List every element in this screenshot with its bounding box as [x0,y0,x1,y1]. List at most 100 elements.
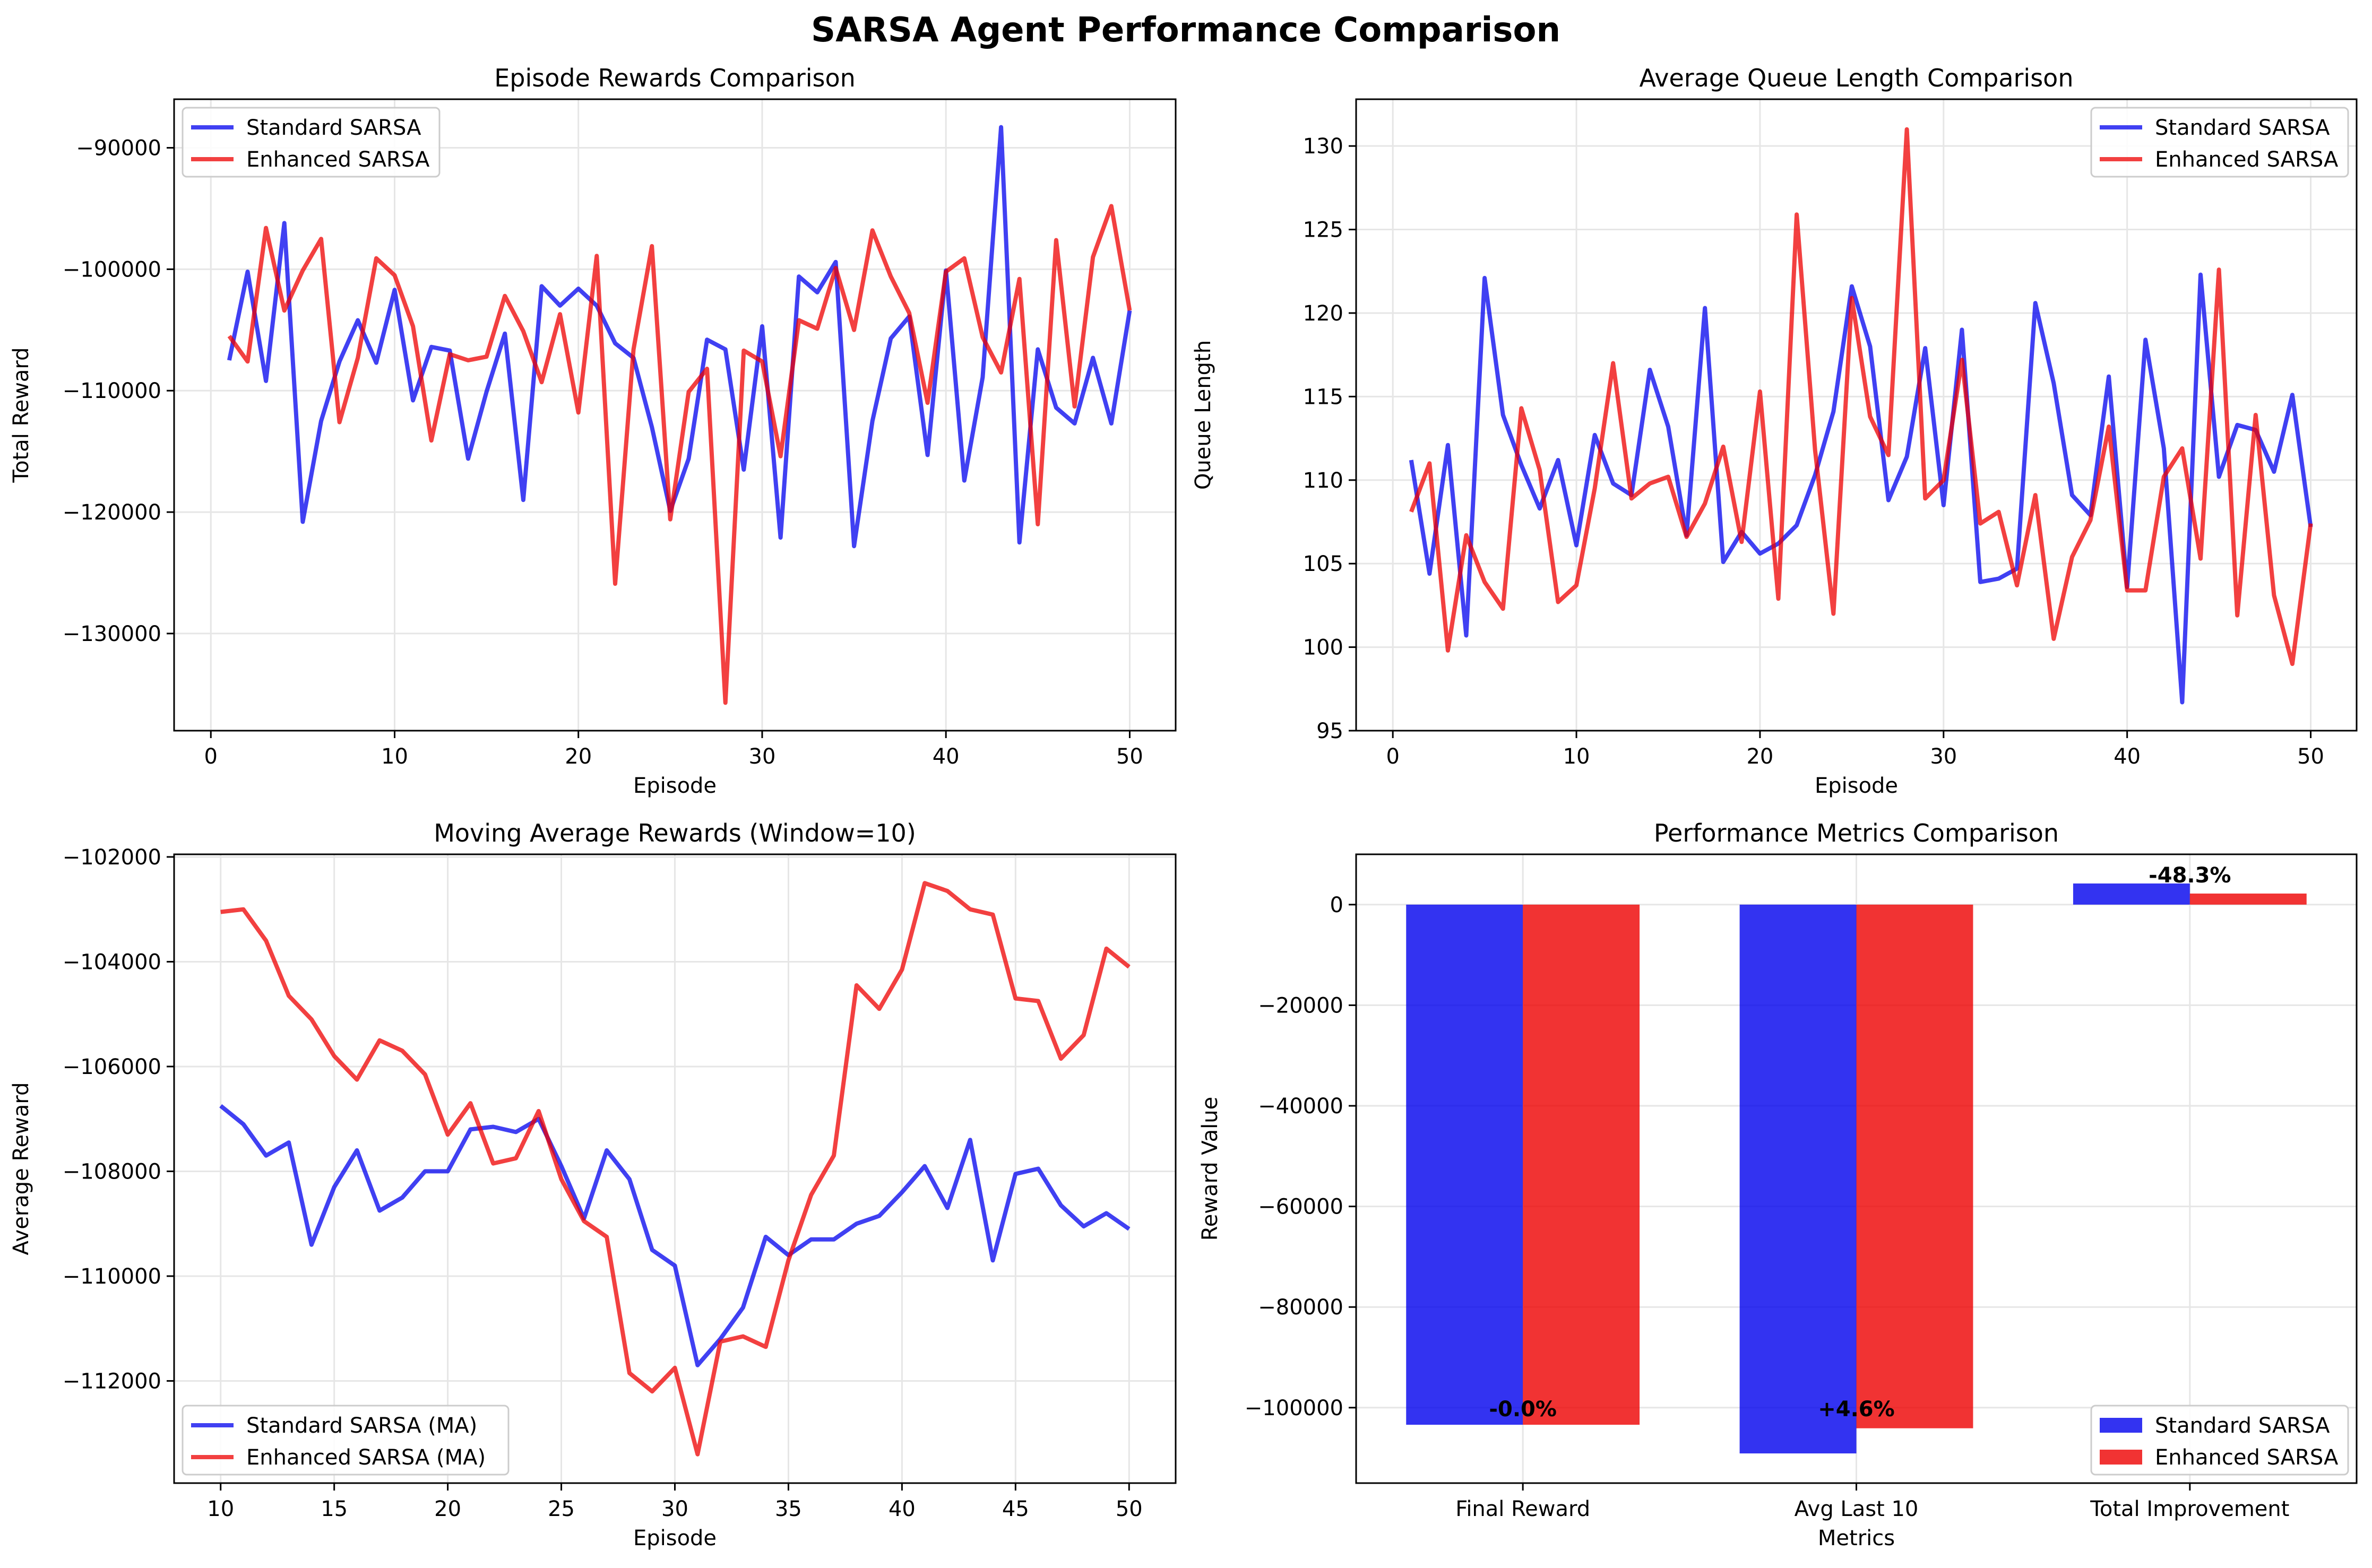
plot-frame [1355,98,2358,732]
y-tick-label: 110 [1303,469,1343,493]
x-tick-label: 40 [889,1497,916,1521]
legend-swatch-enhanced [2100,1450,2142,1465]
legend-box [182,107,441,178]
y-tick-label: −106000 [63,1055,161,1079]
x-tick-label: 25 [548,1497,575,1521]
y-tick-label: −60000 [1258,1195,1343,1219]
series-line-enhanced [1409,127,2313,666]
plot-frame [1355,853,2358,1484]
legend-box [2090,107,2349,178]
moving-average-panel: 10 15 20 25 30 35 40 45 50 −112000 −110000 −108000 −… [9,819,1177,1550]
y-tick-label: −130000 [63,622,161,646]
bar-annotation: -0.0% [1489,1397,1557,1422]
x-tick-label: 30 [1930,744,1957,769]
y-tick-label: 125 [1303,218,1343,242]
y-axis-label: Total Reward [9,347,33,483]
legend-label: Standard SARSA [2155,1414,2330,1438]
x-tick-label: 15 [321,1497,348,1521]
series-line-enhanced [227,204,1132,705]
episode-rewards-panel: 0 10 20 30 40 50 −130000 −120000 −110000 −100000 −… [9,64,1177,798]
y-tick-label: −110000 [63,1264,161,1289]
panel-title: Episode Rewards Comparison [494,64,856,92]
x-tick-label: 20 [1746,744,1773,769]
y-tick-label: −40000 [1258,1094,1343,1119]
series-line-standard [227,125,1132,549]
panel-title: Performance Metrics Comparison [1654,819,2059,847]
y-axis-label: Queue Length [1191,340,1215,490]
legend-box [2090,1405,2349,1476]
y-tick-label: −110000 [63,379,161,403]
bar-standard [1406,904,1523,1425]
queue-length-panel: 0 10 20 30 40 50 95 100 105 110 115 120 125 130 Averag… [1191,64,2358,798]
x-tick-label: 40 [933,744,960,769]
panel-title: Average Queue Length Comparison [1640,64,2074,92]
x-axis-label: Episode [1815,774,1898,798]
plot-frame [173,98,1177,732]
series-line-standard [1409,272,2313,705]
panel-title: Moving Average Rewards (Window=10) [434,819,916,847]
y-tick-label: 115 [1303,385,1343,409]
y-tick-label: −90000 [76,136,161,161]
y-tick-label: 130 [1303,134,1343,159]
x-tick-label: 10 [1563,744,1590,769]
x-axis-label: Episode [633,1526,717,1550]
legend-label: Standard SARSA [246,116,421,140]
y-tick-label: −80000 [1258,1295,1343,1320]
legend-label: Enhanced SARSA [2155,1445,2339,1470]
y-tick-label: −104000 [63,950,161,974]
series-line-enhanced [220,881,1131,1457]
y-tick-label: −112000 [63,1369,161,1393]
x-axis-label: Metrics [1818,1526,1895,1550]
y-axis-label: Reward Value [1198,1097,1222,1241]
bar-standard [1739,904,1857,1454]
y-axis-label: Average Reward [9,1082,33,1255]
x-axis-label: Episode [633,774,717,798]
x-tick-label: 30 [749,744,776,769]
x-tick-label: 0 [1386,744,1399,769]
x-tick-label: 45 [1002,1497,1029,1521]
legend-label: Enhanced SARSA [246,148,430,172]
y-tick-label: 0 [1330,893,1343,917]
legend-label: Enhanced SARSA [2155,148,2339,172]
x-tick-label: Total Improvement [2090,1497,2289,1521]
x-tick-label: 0 [204,744,218,769]
x-tick-label: 30 [661,1497,688,1521]
x-tick-label: 35 [775,1497,802,1521]
y-tick-label: −108000 [63,1159,161,1184]
y-tick-label: 105 [1303,552,1343,576]
y-tick-label: −102000 [63,845,161,870]
bar-standard [2073,883,2190,905]
legend-label: Standard SARSA (MA) [246,1414,477,1438]
legend-swatch-standard [2100,1418,2142,1433]
y-tick-label: 95 [1316,719,1343,743]
bar-enhanced [1523,904,1640,1425]
x-tick-label: 50 [1116,1497,1143,1521]
x-tick-label: 20 [434,1497,461,1521]
legend-box [182,1405,510,1476]
x-tick-label: 10 [207,1497,234,1521]
plot-frame [173,853,1177,1484]
x-tick-label: 40 [2114,744,2141,769]
bar-enhanced [1856,904,1973,1428]
bar-annotation: -48.3% [2149,863,2231,888]
y-tick-label: −120000 [63,500,161,525]
y-tick-label: −100000 [1245,1396,1343,1420]
figure-title: SARSA Agent Performance Comparison [811,11,1560,50]
plot-area [1356,99,2357,731]
bar-enhanced [2189,893,2307,905]
x-tick-label: Avg Last 10 [1795,1497,1919,1521]
legend-label: Standard SARSA [2155,116,2330,140]
x-tick-label: 20 [565,744,592,769]
y-tick-label: −20000 [1258,993,1343,1018]
x-tick-label: 10 [381,744,408,769]
series-line-standard [219,1104,1131,1367]
x-tick-label: 50 [2297,744,2324,769]
x-tick-label: Final Reward [1455,1497,1590,1521]
y-tick-label: 100 [1303,636,1343,660]
y-tick-label: −100000 [63,257,161,282]
legend-label: Enhanced SARSA (MA) [246,1445,486,1470]
performance-metrics-panel: Final Reward Avg Last 10 Total Improvement… [1198,819,2358,1550]
y-tick-label: 120 [1303,301,1343,326]
x-tick-label: 50 [1116,744,1143,769]
